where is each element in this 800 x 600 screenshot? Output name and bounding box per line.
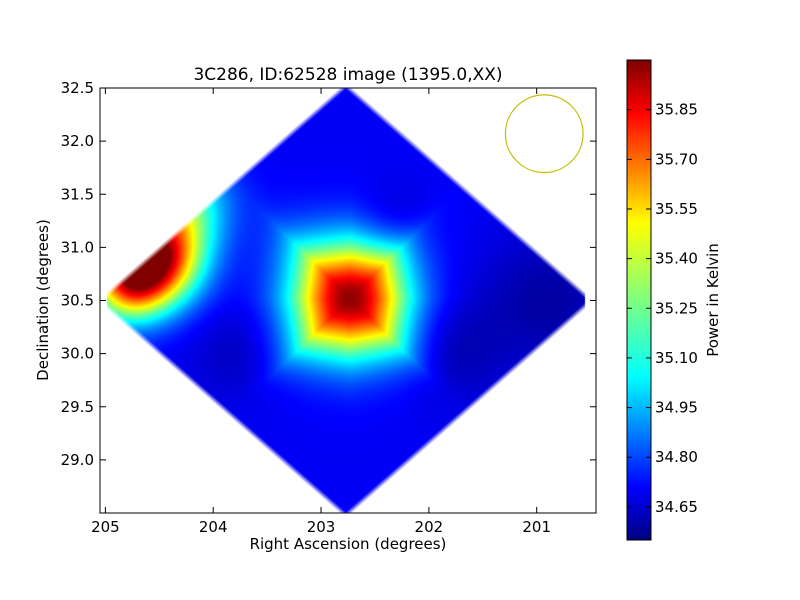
- colorbar-tick-label: 35.25: [655, 299, 698, 317]
- y-tick-label: 31.5: [61, 185, 94, 203]
- colorbar-tick-label: 35.55: [655, 200, 698, 218]
- colorbar-tick-label: 35.85: [655, 101, 698, 119]
- x-tick-label: 202: [415, 518, 444, 536]
- y-axis-label: Declination (degrees): [34, 219, 52, 381]
- colorbar: [626, 59, 652, 541]
- x-tick-label: 204: [199, 518, 228, 536]
- colorbar-label: Power in Kelvin: [704, 243, 722, 357]
- colorbar-axis: 34.65 34.80 34.95 35.10 35.25 35.40 35.55 35.70…: [627, 101, 698, 516]
- y-tick-label: 31.0: [61, 238, 94, 256]
- colorbar-tick-label: 35.70: [655, 150, 698, 168]
- y-tick-label: 32.0: [61, 132, 94, 150]
- x-tick-label: 201: [522, 518, 551, 536]
- x-axis: 205 204 203 202 201: [91, 88, 551, 536]
- y-tick-label: 30.5: [61, 292, 94, 310]
- colorbar-tick-label: 34.95: [655, 399, 698, 417]
- colorbar-tick-label: 35.40: [655, 250, 698, 268]
- colorbar-tick-label: 34.80: [655, 448, 698, 466]
- chart-title: 3C286, ID:62528 image (1395.0,XX): [193, 65, 502, 85]
- x-tick-label: 203: [307, 518, 336, 536]
- y-axis: 29.0 29.5 30.0 30.5 31.0 31.5 32.0 32.5: [61, 79, 596, 469]
- x-tick-label: 205: [91, 518, 120, 536]
- beam-circle: [504, 94, 584, 174]
- y-tick-label: 29.5: [61, 398, 94, 416]
- colorbar-tick-label: 34.65: [655, 498, 698, 516]
- y-tick-label: 30.0: [61, 345, 94, 363]
- y-tick-label: 29.0: [61, 451, 94, 469]
- colorbar-tick-label: 35.10: [655, 349, 698, 367]
- x-axis-label: Right Ascension (degrees): [250, 535, 447, 553]
- y-tick-label: 32.5: [61, 79, 94, 97]
